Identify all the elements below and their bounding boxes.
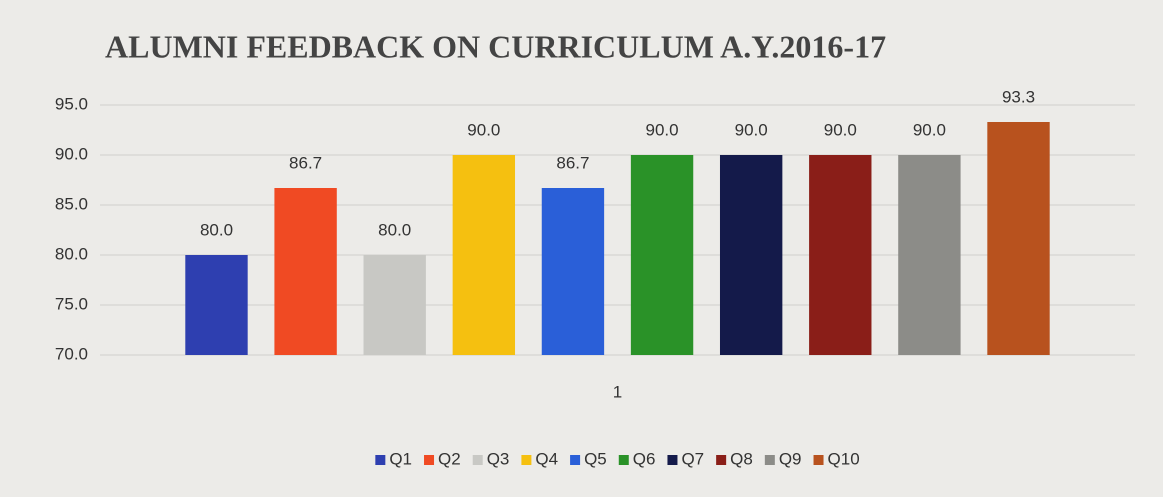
bar xyxy=(452,155,516,355)
y-tick-label: 80.0 xyxy=(55,244,88,263)
legend-label: Q6 xyxy=(633,449,656,468)
data-label: 93.3 xyxy=(1002,87,1035,106)
bar xyxy=(809,155,872,355)
legend-label: Q3 xyxy=(487,449,510,468)
y-tick-label: 70.0 xyxy=(55,344,88,363)
y-tick-label: 75.0 xyxy=(55,294,88,313)
bar xyxy=(274,188,337,355)
legend-label: Q10 xyxy=(828,449,860,468)
legend-label: Q7 xyxy=(681,449,704,468)
data-label: 90.0 xyxy=(735,120,768,139)
legend-label: Q1 xyxy=(389,449,412,468)
legend-label: Q4 xyxy=(535,449,558,468)
chart-title: ALUMNI FEEDBACK ON CURRICULUM A.Y.2016-1… xyxy=(105,28,886,64)
legend-swatch xyxy=(667,455,678,465)
y-tick-label: 85.0 xyxy=(55,194,88,213)
legend-label: Q9 xyxy=(779,449,802,468)
legend-swatch xyxy=(424,455,435,465)
legend-swatch xyxy=(716,455,727,465)
legend: Q1 Q2 Q3 Q4 Q5 Q6 Q7 Q8 Q9 Q10 xyxy=(375,449,860,468)
bar xyxy=(898,155,961,355)
bar xyxy=(363,255,426,355)
data-label: 86.7 xyxy=(289,153,322,172)
legend-swatch xyxy=(375,455,386,465)
y-tick-label: 90.0 xyxy=(55,144,88,163)
legend-swatch xyxy=(764,455,775,465)
legend-swatch xyxy=(472,455,483,465)
data-label: 86.7 xyxy=(556,153,589,172)
data-label: 80.0 xyxy=(200,220,233,239)
legend-label: Q8 xyxy=(730,449,753,468)
data-label: 90.0 xyxy=(467,120,500,139)
legend-swatch xyxy=(570,455,581,465)
bar xyxy=(541,188,605,355)
y-tick-label: 95.0 xyxy=(55,94,88,113)
data-label: 80.0 xyxy=(378,220,411,239)
legend-swatch xyxy=(618,455,629,465)
legend-label: Q5 xyxy=(584,449,607,468)
data-label: 90.0 xyxy=(824,120,857,139)
bar xyxy=(719,155,783,355)
x-tick-label: 1 xyxy=(613,382,622,401)
legend-swatch xyxy=(521,455,532,465)
bar xyxy=(185,255,248,355)
data-label: 90.0 xyxy=(646,120,679,139)
legend-label: Q2 xyxy=(438,449,461,468)
bar xyxy=(630,155,694,355)
data-label: 90.0 xyxy=(913,120,946,139)
legend-swatch xyxy=(813,455,824,465)
bar xyxy=(987,122,1050,355)
